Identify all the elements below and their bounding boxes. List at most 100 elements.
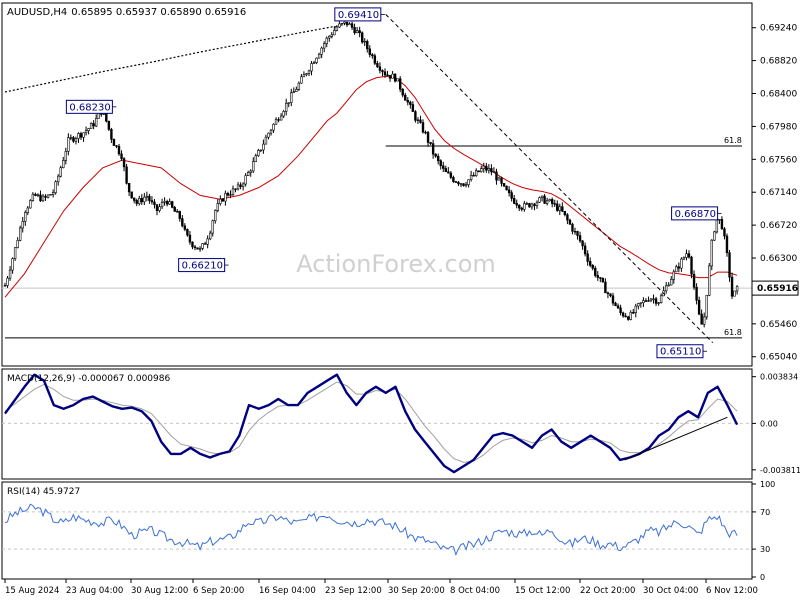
candle-body	[515, 203, 518, 206]
rsi-panel-frame	[1, 481, 753, 580]
price-candle	[675, 264, 678, 273]
candle-body	[401, 88, 404, 96]
price-candle	[31, 192, 35, 202]
price-candle	[348, 22, 351, 26]
price-candle	[490, 164, 493, 176]
price-candle	[409, 100, 412, 109]
candle-body	[269, 129, 273, 134]
candle-body	[710, 239, 713, 267]
candle-body	[444, 168, 447, 173]
candle-body	[667, 284, 670, 287]
candle-body	[153, 201, 156, 205]
price-axis-label: 0.66720	[760, 221, 797, 231]
price-candle	[216, 199, 219, 213]
candle-body	[18, 227, 22, 241]
candle-body	[94, 118, 98, 127]
candle-body	[312, 62, 316, 64]
price-candle	[404, 92, 407, 101]
candle-body	[110, 129, 113, 140]
candle-body	[112, 138, 116, 146]
candle-body	[376, 63, 379, 68]
candle-body	[148, 195, 151, 201]
candle-body	[322, 43, 326, 49]
price-candle	[74, 136, 78, 145]
candle-body	[573, 230, 577, 233]
candle-body	[599, 277, 602, 279]
price-candle	[110, 127, 113, 143]
candle-body	[203, 243, 207, 245]
candle-body	[21, 221, 24, 229]
candle-body	[474, 170, 478, 176]
candle-body	[419, 119, 422, 123]
price-candle	[165, 199, 169, 207]
candle-body	[34, 193, 37, 196]
price-candle	[614, 301, 617, 307]
price-candle	[206, 235, 209, 249]
x-axis-label: 16 Sep 04:00	[259, 586, 316, 596]
price-candle	[252, 157, 255, 174]
price-candle	[388, 75, 392, 82]
price-candle	[576, 230, 579, 240]
price-candle	[297, 81, 301, 91]
candle-body	[616, 305, 620, 309]
price-candle	[292, 87, 295, 94]
candle-body	[545, 200, 549, 204]
macd-trendline	[624, 416, 728, 461]
candle-body	[216, 203, 219, 211]
price-candle	[523, 200, 526, 212]
candle-body	[386, 74, 389, 77]
symbol-text: AUDUSD,H4	[7, 7, 67, 18]
candle-body	[39, 194, 42, 202]
candle-body	[708, 265, 711, 296]
price-candle	[221, 198, 225, 202]
price-candle	[735, 285, 739, 295]
candle-body	[702, 316, 706, 325]
candle-body	[725, 235, 729, 254]
candle-body	[639, 302, 643, 304]
candle-body	[125, 166, 128, 184]
candle-body	[31, 193, 35, 201]
price-candle	[198, 246, 202, 252]
candle-body	[138, 198, 141, 204]
x-axis-label: 6 Sep 20:00	[193, 586, 244, 596]
candle-body	[556, 203, 559, 211]
price-candle	[507, 186, 511, 197]
candle-body	[371, 54, 374, 57]
candle-body	[718, 219, 721, 221]
candle-body	[654, 298, 658, 304]
price-candle	[550, 197, 554, 208]
candle-body	[87, 128, 90, 131]
price-candle	[117, 143, 121, 156]
candle-body	[540, 195, 544, 198]
price-candle	[8, 265, 12, 281]
candle-body	[594, 267, 597, 276]
candle-body	[705, 294, 708, 318]
candle-body	[117, 145, 121, 155]
candle-body	[183, 225, 187, 230]
price-candle	[158, 203, 161, 213]
candle-body	[697, 299, 701, 315]
candle-body	[297, 82, 301, 90]
candle-body	[252, 161, 255, 172]
price-candle	[637, 302, 640, 310]
candle-body	[449, 172, 453, 178]
price-candle	[160, 198, 164, 210]
price-candle	[439, 159, 442, 170]
price-candle	[492, 167, 496, 173]
price-candle	[459, 183, 463, 188]
price-candle	[444, 165, 447, 173]
price-label-box	[656, 344, 704, 359]
candle-body	[672, 271, 675, 280]
candle-body	[543, 195, 546, 204]
price-candle	[92, 120, 95, 130]
candle-body	[59, 167, 62, 177]
price-candle	[262, 139, 265, 154]
candle-body	[79, 133, 83, 138]
price-candle	[682, 256, 686, 261]
candle-body	[495, 171, 498, 181]
candle-body	[221, 198, 225, 202]
price-candle	[208, 230, 212, 241]
candle-body	[685, 253, 688, 258]
candle-body	[262, 143, 265, 151]
candle-body	[472, 175, 475, 177]
